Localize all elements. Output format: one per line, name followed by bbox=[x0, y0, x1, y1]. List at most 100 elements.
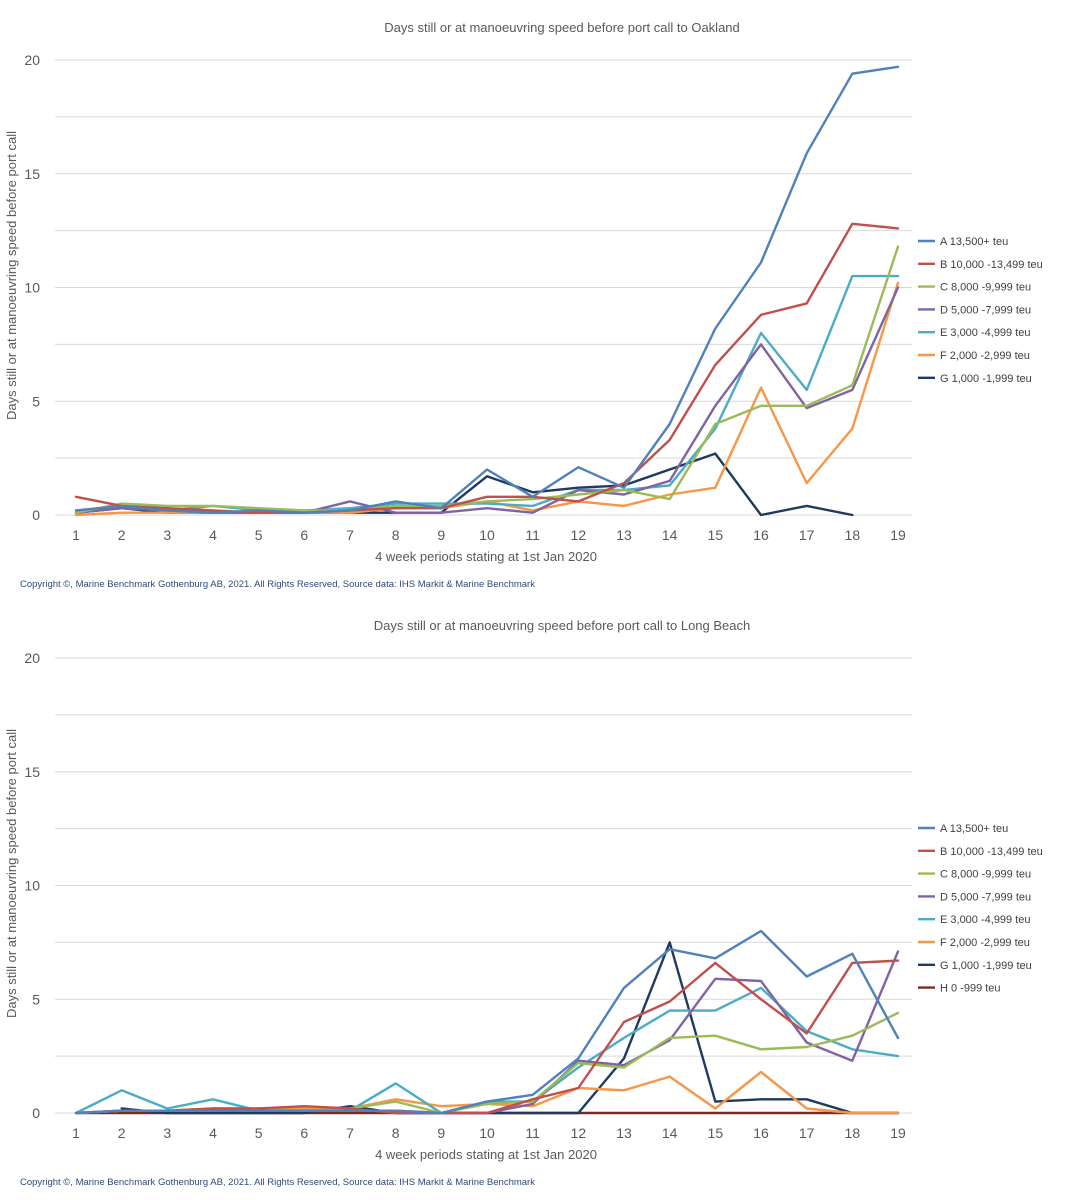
y-tick-label: 10 bbox=[24, 280, 40, 296]
x-tick-label: 10 bbox=[479, 1125, 495, 1141]
legend-item: G 1,000 -1,999 teu bbox=[918, 960, 1032, 972]
legend-label: H 0 -999 teu bbox=[940, 983, 1001, 995]
series-line-f bbox=[74, 281, 900, 517]
series-line-c bbox=[74, 245, 900, 514]
legend-label: D 5,000 -7,999 teu bbox=[940, 304, 1031, 316]
x-tick-label: 5 bbox=[255, 1125, 263, 1141]
chart-title: Days still or at manoeuvring speed befor… bbox=[374, 618, 751, 633]
legend-label: A 13,500+ teu bbox=[940, 236, 1008, 248]
legend-item: H 0 -999 teu bbox=[918, 983, 1001, 995]
legend-label: C 8,000 -9,999 teu bbox=[940, 869, 1031, 881]
x-tick-label: 19 bbox=[890, 1125, 906, 1141]
series-lines bbox=[74, 65, 900, 517]
legend-item: G 1,000 -1,999 teu bbox=[918, 373, 1032, 385]
series-line-f bbox=[74, 1070, 900, 1115]
x-tick-label: 8 bbox=[392, 527, 400, 543]
series-line-b bbox=[74, 222, 900, 514]
series-line-b bbox=[74, 959, 900, 1115]
legend-item: E 3,000 -4,999 teu bbox=[918, 914, 1031, 926]
legend: A 13,500+ teu B 10,000 -13,499 teu C 8,000… bbox=[918, 236, 1043, 385]
y-axis-label: Days still or at manoeuvring speed befor… bbox=[4, 131, 19, 420]
x-tick-label: 14 bbox=[662, 527, 678, 543]
x-axis-label: 4 week periods stating at 1st Jan 2020 bbox=[375, 549, 597, 564]
series-line-a bbox=[74, 65, 900, 514]
y-axis-label: Days still or at manoeuvring speed befor… bbox=[4, 729, 19, 1018]
legend-label: G 1,000 -1,999 teu bbox=[940, 373, 1032, 385]
series-line-d bbox=[74, 286, 900, 514]
x-tick-label: 15 bbox=[708, 1125, 724, 1141]
x-tick-label: 3 bbox=[163, 527, 171, 543]
legend-item: B 10,000 -13,499 teu bbox=[918, 259, 1043, 271]
chart-title: Days still or at manoeuvring speed befor… bbox=[384, 20, 740, 35]
legend-label: F 2,000 -2,999 teu bbox=[940, 937, 1030, 949]
legend-label: D 5,000 -7,999 teu bbox=[940, 891, 1031, 903]
legend-label: C 8,000 -9,999 teu bbox=[940, 282, 1031, 294]
x-tick-label: 12 bbox=[571, 527, 587, 543]
legend-item: A 13,500+ teu bbox=[918, 823, 1008, 835]
x-tick-label: 12 bbox=[571, 1125, 587, 1141]
y-tick-label: 20 bbox=[24, 650, 40, 666]
y-tick-label: 10 bbox=[24, 878, 40, 894]
x-tick-label: 10 bbox=[479, 527, 495, 543]
series-lines bbox=[74, 929, 900, 1115]
x-tick-label: 5 bbox=[255, 527, 263, 543]
legend-label: E 3,000 -4,999 teu bbox=[940, 327, 1031, 339]
x-tick-label: 18 bbox=[845, 1125, 861, 1141]
series-line-e bbox=[74, 986, 900, 1115]
x-tick-label: 8 bbox=[392, 1125, 400, 1141]
legend-item: E 3,000 -4,999 teu bbox=[918, 327, 1031, 339]
x-tick-label: 13 bbox=[616, 1125, 632, 1141]
x-tick-label: 15 bbox=[708, 527, 724, 543]
x-tick-label: 9 bbox=[437, 1125, 445, 1141]
gridlines bbox=[55, 657, 912, 1114]
legend-item: C 8,000 -9,999 teu bbox=[918, 282, 1031, 294]
series-line-c bbox=[74, 1011, 900, 1115]
x-tick-label: 17 bbox=[799, 527, 815, 543]
legend-item: A 13,500+ teu bbox=[918, 236, 1008, 248]
x-tick-label: 13 bbox=[616, 527, 632, 543]
chart-2: Days still or at manoeuvring speed befor… bbox=[4, 618, 1043, 1188]
x-tick-label: 6 bbox=[300, 1125, 308, 1141]
x-tick-label: 1 bbox=[72, 1125, 80, 1141]
x-tick-label: 2 bbox=[118, 527, 126, 543]
legend-item: C 8,000 -9,999 teu bbox=[918, 869, 1031, 881]
legend-item: D 5,000 -7,999 teu bbox=[918, 304, 1031, 316]
legend-label: A 13,500+ teu bbox=[940, 823, 1008, 835]
x-tick-label: 17 bbox=[799, 1125, 815, 1141]
y-tick-label: 0 bbox=[32, 1105, 40, 1121]
legend-label: G 1,000 -1,999 teu bbox=[940, 960, 1032, 972]
x-tick-label: 1 bbox=[72, 527, 80, 543]
y-tick-label: 0 bbox=[32, 507, 40, 523]
x-tick-label: 11 bbox=[525, 527, 540, 543]
gridlines bbox=[55, 59, 912, 516]
x-tick-label: 7 bbox=[346, 1125, 354, 1141]
x-tick-label: 6 bbox=[300, 527, 308, 543]
legend-item: F 2,000 -2,999 teu bbox=[918, 350, 1030, 362]
x-tick-label: 16 bbox=[753, 1125, 769, 1141]
x-tick-label: 11 bbox=[525, 1125, 540, 1141]
series-line-g bbox=[120, 941, 900, 1115]
x-tick-label: 7 bbox=[346, 527, 354, 543]
y-tick-label: 15 bbox=[24, 764, 40, 780]
copyright-note: Copyright ©, Marine Benchmark Gothenburg… bbox=[20, 579, 535, 590]
legend-label: F 2,000 -2,999 teu bbox=[940, 350, 1030, 362]
chart-1: Days still or at manoeuvring speed befor… bbox=[4, 20, 1043, 590]
x-axis-label: 4 week periods stating at 1st Jan 2020 bbox=[375, 1147, 597, 1162]
x-tick-label: 14 bbox=[662, 1125, 678, 1141]
y-tick-label: 5 bbox=[32, 991, 40, 1007]
x-tick-label: 9 bbox=[437, 527, 445, 543]
legend-label: B 10,000 -13,499 teu bbox=[940, 259, 1043, 271]
x-tick-label: 18 bbox=[845, 527, 861, 543]
legend-item: B 10,000 -13,499 teu bbox=[918, 846, 1043, 858]
legend-item: D 5,000 -7,999 teu bbox=[918, 891, 1031, 903]
x-tick-label: 4 bbox=[209, 1125, 217, 1141]
y-tick-label: 15 bbox=[24, 166, 40, 182]
x-tick-label: 3 bbox=[163, 1125, 171, 1141]
legend: A 13,500+ teu B 10,000 -13,499 teu C 8,000… bbox=[918, 823, 1043, 995]
x-tick-label: 2 bbox=[118, 1125, 126, 1141]
legend-label: E 3,000 -4,999 teu bbox=[940, 914, 1031, 926]
y-tick-label: 20 bbox=[24, 52, 40, 68]
series-line-a bbox=[74, 929, 900, 1115]
x-tick-label: 16 bbox=[753, 527, 769, 543]
